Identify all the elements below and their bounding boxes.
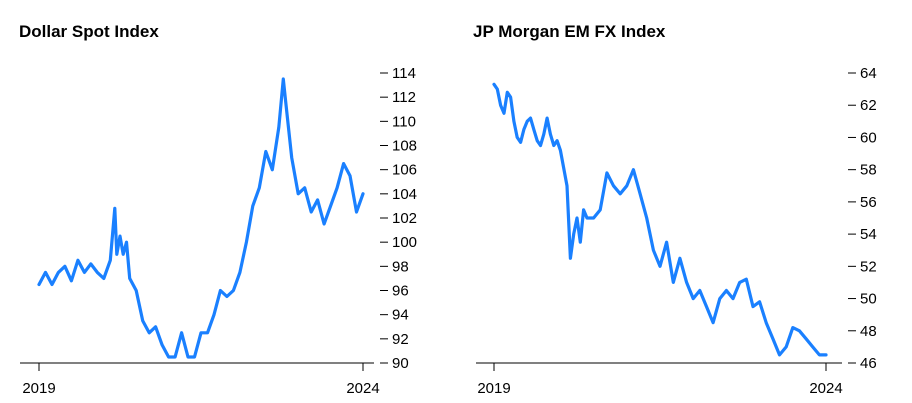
y-tick-label: 50 (860, 291, 877, 308)
chart-title: Dollar Spot Index (19, 22, 159, 41)
y-tick-label: 46 (860, 355, 877, 372)
dollar-spot-chart: 2019 2024 90 92 94 96 98 100 102 104 106 108 110 112 1… (20, 65, 417, 397)
y-tick-label: 52 (860, 258, 877, 275)
x-tick-label: 2024 (346, 380, 379, 397)
y-tick-label: 98 (392, 258, 409, 275)
y-tick-label: 94 (392, 307, 409, 324)
y-tick-label: 58 (860, 162, 877, 179)
y-tick-label: 92 (392, 331, 409, 348)
y-tick-label: 54 (860, 226, 877, 243)
y-tick-label: 60 (860, 129, 877, 146)
y-tick-label: 96 (392, 283, 409, 300)
y-tick-label: 110 (392, 113, 416, 130)
x-tick-label: 2019 (477, 380, 510, 397)
y-tick-label: 104 (392, 186, 417, 203)
em-fx-chart-panel: JP Morgan EM FX Index 2019 2024 46 48 50 52 54… (456, 0, 912, 403)
y-tick-label: 62 (860, 97, 877, 114)
y-tick-label: 56 (860, 194, 877, 211)
y-tick-label: 112 (392, 89, 416, 106)
y-tick-label: 90 (392, 355, 409, 372)
series-line (37, 77, 365, 359)
y-tick-label: 64 (860, 65, 877, 82)
y-tick-label: 114 (392, 65, 416, 82)
x-tick-label: 2024 (809, 380, 842, 397)
chart-title: JP Morgan EM FX Index (473, 22, 666, 41)
dollar-spot-chart-panel: Dollar Spot Index 2019 2024 90 92 94 96 98 100 1… (19, 22, 417, 397)
y-tick-label: 48 (860, 323, 877, 340)
y-tick-label: 102 (392, 210, 417, 227)
series-line (492, 82, 828, 357)
y-tick-label: 100 (392, 234, 417, 251)
em-fx-chart: 2019 2024 46 48 50 52 54 56 58 60 62 64 (476, 65, 877, 397)
x-tick-label: 2019 (22, 380, 55, 397)
y-tick-label: 108 (392, 138, 417, 155)
y-tick-label: 106 (392, 162, 417, 179)
